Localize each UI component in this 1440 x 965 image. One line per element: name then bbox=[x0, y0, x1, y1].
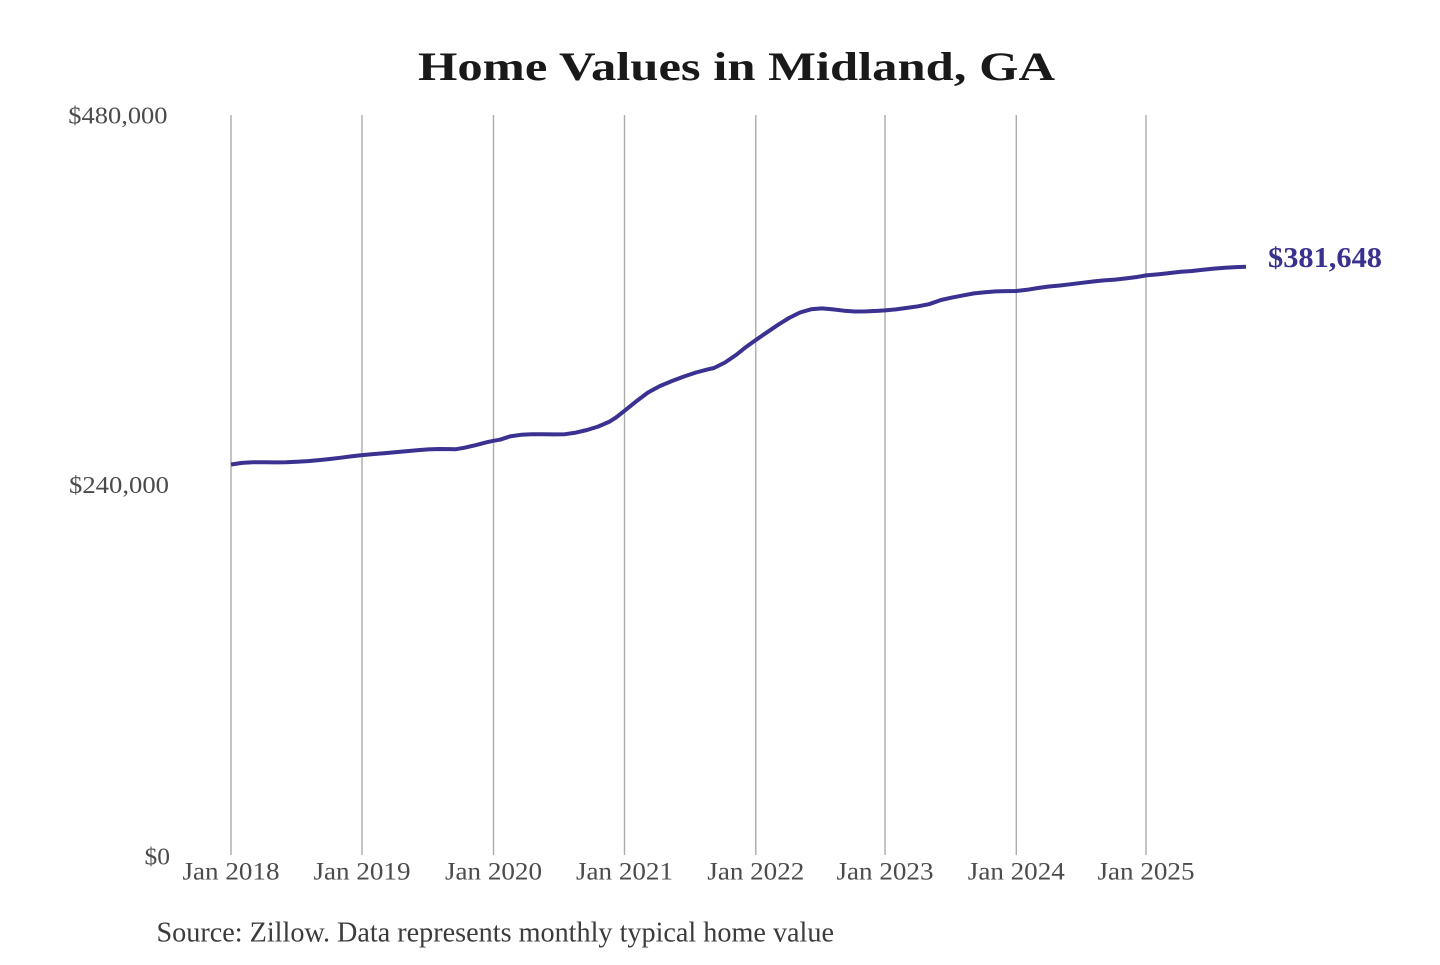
svg-text:Jan 2020: Jan 2020 bbox=[445, 859, 542, 886]
svg-text:$381,648: $381,648 bbox=[1268, 243, 1382, 274]
svg-text:Jan 2023: Jan 2023 bbox=[837, 859, 934, 886]
svg-text:Jan 2021: Jan 2021 bbox=[576, 859, 673, 886]
svg-text:Jan 2025: Jan 2025 bbox=[1098, 859, 1195, 886]
svg-text:Jan 2022: Jan 2022 bbox=[707, 859, 804, 886]
svg-text:$480,000: $480,000 bbox=[68, 103, 167, 130]
svg-text:$240,000: $240,000 bbox=[69, 472, 169, 499]
svg-text:Jan 2019: Jan 2019 bbox=[314, 859, 411, 886]
svg-text:Source: Zillow. Data represent: Source: Zillow. Data represents monthly … bbox=[157, 917, 835, 949]
svg-text:Jan 2024: Jan 2024 bbox=[968, 859, 1066, 886]
svg-text:Jan 2018: Jan 2018 bbox=[183, 859, 280, 886]
svg-text:$0: $0 bbox=[145, 843, 171, 870]
svg-text:Home Values in Midland, GA: Home Values in Midland, GA bbox=[418, 44, 1055, 89]
